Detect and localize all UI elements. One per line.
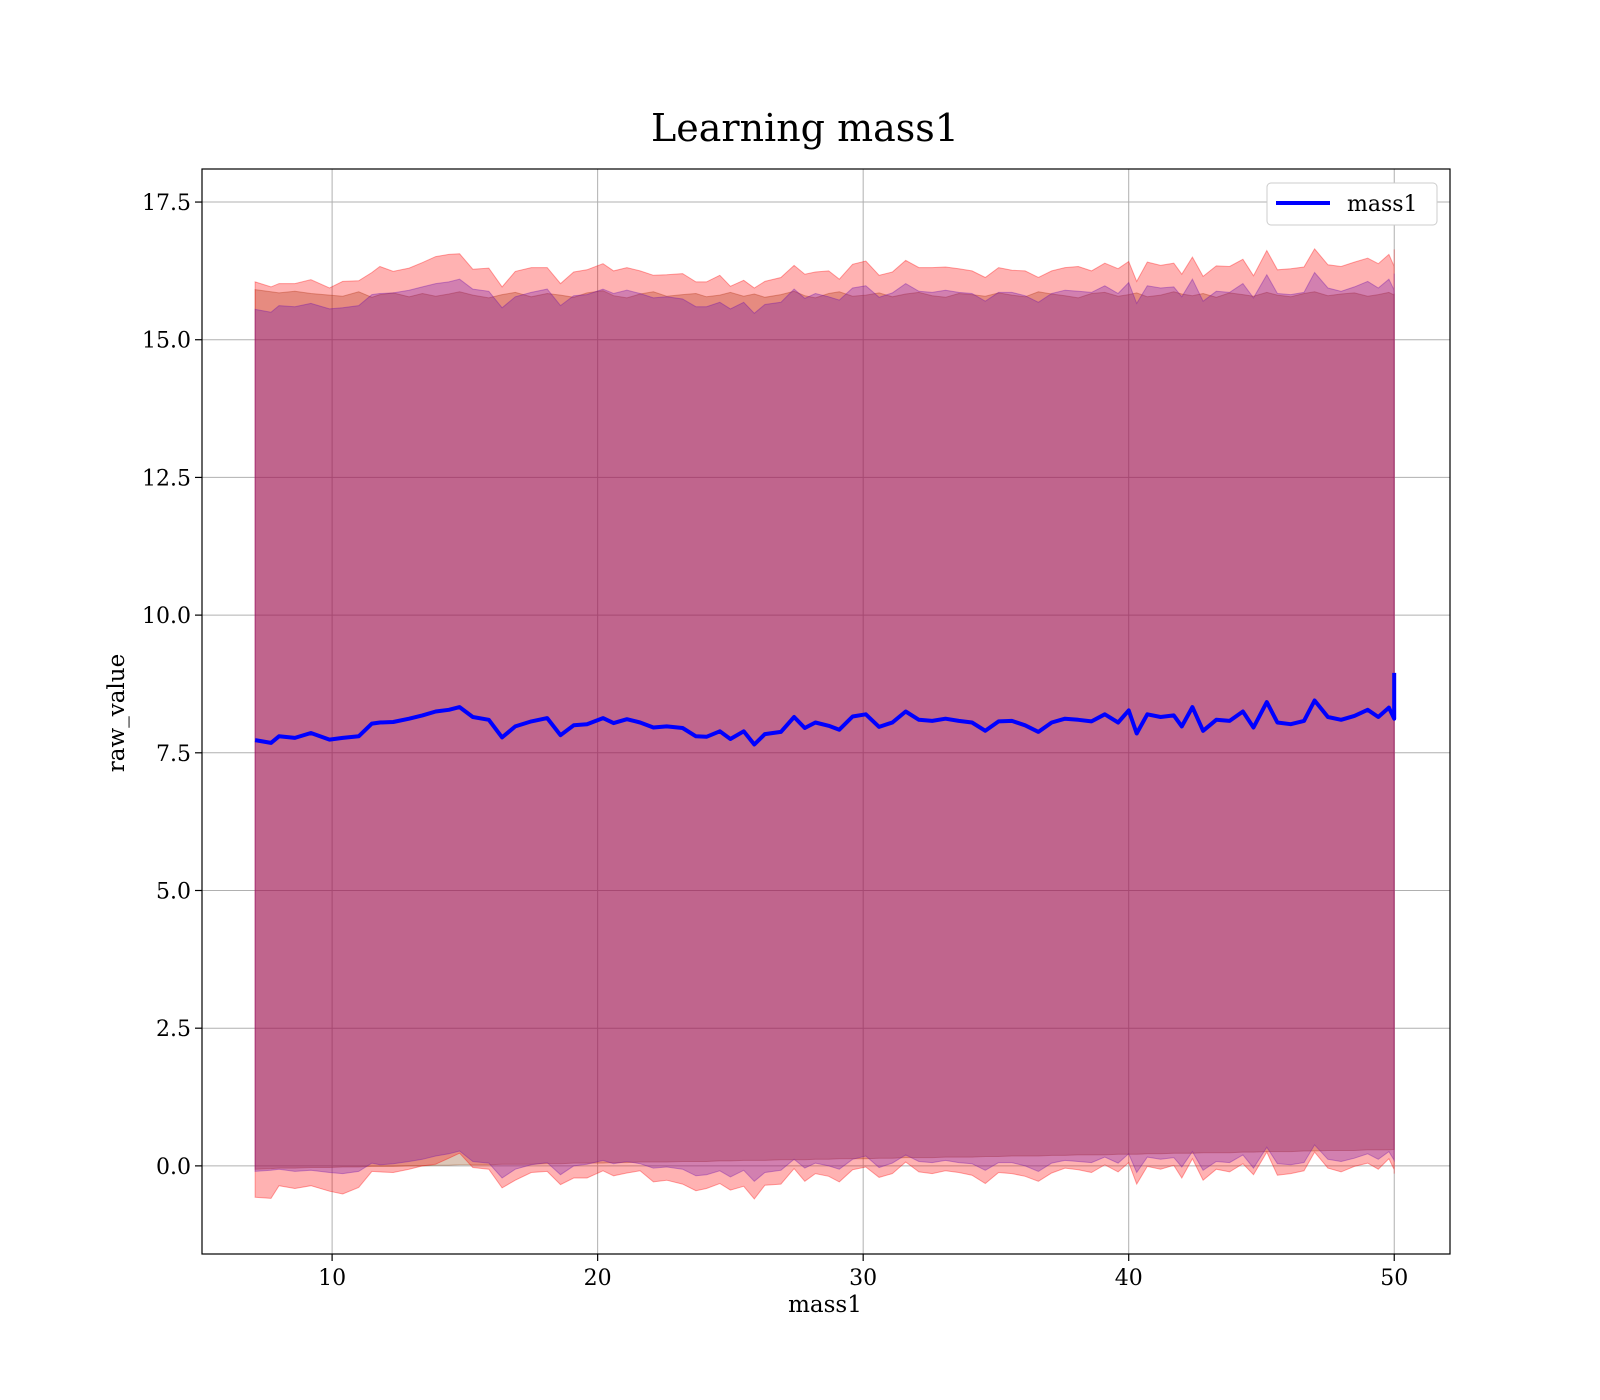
chart-title: Learning mass1: [651, 106, 959, 150]
x-tick-label: 50: [1380, 1266, 1408, 1291]
y-tick-label: 15.0: [142, 329, 191, 354]
x-tick-label: 20: [584, 1266, 612, 1291]
x-tick-label: 10: [318, 1266, 346, 1291]
y-axis-label: raw_value: [104, 654, 130, 772]
plot-frame: [201, 168, 1451, 1255]
y-tick-label: 12.5: [142, 466, 191, 491]
confidence-band-1: [254, 289, 1395, 1170]
y-tick-label: 0.0: [156, 1155, 191, 1180]
series-line-mass1: [254, 672, 1397, 747]
y-tick-label: 17.5: [142, 191, 191, 216]
x-axis-ticks: 10 20 30 40 50: [318, 1254, 1408, 1291]
legend: mass1: [1266, 182, 1438, 226]
x-tick-label: 40: [1115, 1266, 1143, 1291]
y-tick-label: 10.0: [142, 604, 191, 629]
legend-box: [1266, 182, 1438, 226]
y-tick-label: 2.5: [156, 1017, 191, 1042]
x-tick-label: 30: [849, 1266, 877, 1291]
y-axis-ticks: 0.0 2.5 5.0 7.5 10.0 12.5 15.0 17.5: [142, 191, 202, 1180]
legend-label-mass1: mass1: [1347, 192, 1418, 217]
x-axis-label: mass1: [788, 1292, 862, 1318]
series-lines: [254, 672, 1397, 747]
confidence-band-3: [254, 271, 1395, 1182]
y-tick-label: 7.5: [156, 742, 191, 767]
y-tick-label: 5.0: [156, 879, 191, 904]
grid: [202, 169, 1450, 1254]
